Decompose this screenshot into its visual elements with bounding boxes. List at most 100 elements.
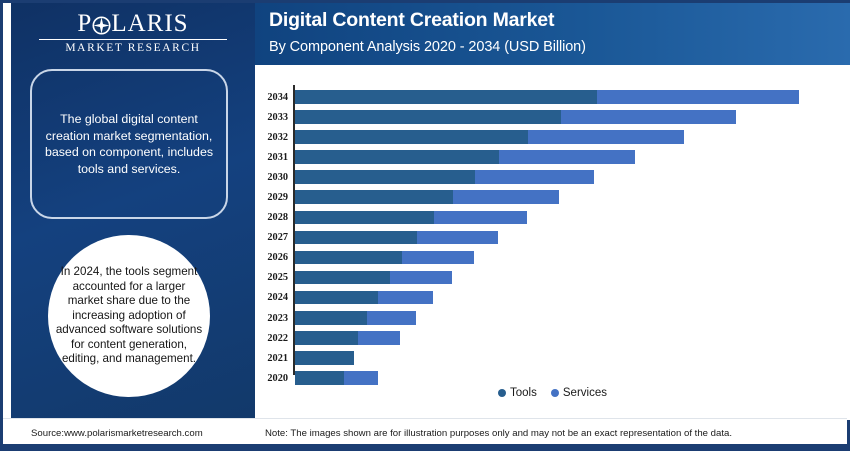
legend-label: Tools (510, 387, 537, 399)
year-label: 2031 (267, 151, 288, 163)
stacked-bar (294, 130, 684, 144)
chart-header: Digital Content Creation Market By Compo… (255, 3, 850, 65)
year-label: 2026 (267, 252, 288, 264)
year-label: 2025 (267, 272, 288, 284)
bar-row: 2026 (255, 248, 850, 268)
stacked-bar (294, 210, 528, 225)
year-label: 2028 (267, 212, 288, 224)
bar-segment-services (377, 290, 433, 305)
bar-row: 2032 (255, 127, 850, 147)
stacked-bar (294, 90, 799, 104)
year-label: 2021 (267, 352, 288, 364)
year-label: 2029 (267, 192, 288, 204)
bar-segment-tools (294, 270, 390, 285)
note-text: Note: The images shown are for illustrat… (265, 428, 732, 439)
stacked-bar (294, 110, 736, 124)
bar-segment-services (366, 311, 417, 325)
stacked-bar (294, 351, 354, 365)
stacked-bar (294, 150, 635, 164)
year-label: 2032 (267, 131, 288, 143)
callout-circle: In 2024, the tools segment accounted for… (48, 235, 210, 397)
stacked-bar (294, 371, 378, 385)
bar-row: 2031 (255, 147, 850, 167)
bar-segment-services (358, 331, 401, 345)
bar-row: 2033 (255, 107, 850, 127)
stacked-bar (294, 331, 401, 345)
bar-segment-services (417, 230, 499, 245)
bar-segment-services (343, 371, 378, 385)
bar-segment-tools (294, 90, 597, 104)
logo-tagline: MARKET RESEARCH (65, 42, 201, 55)
year-label: 2030 (267, 171, 288, 183)
logo-text-p: P (77, 10, 93, 37)
bar-segment-services (528, 130, 684, 144)
legend-label: Services (562, 387, 607, 399)
footer-accent-bar (3, 444, 847, 448)
callout-box-text: The global digital content creation mark… (44, 112, 214, 176)
bar-row: 2024 (255, 288, 850, 308)
year-label: 2024 (267, 292, 288, 304)
bar-segment-tools (294, 190, 454, 204)
bar-segment-services (561, 110, 736, 124)
stacked-bar (294, 311, 417, 325)
bar-segment-tools (294, 210, 435, 225)
year-label: 2023 (267, 312, 288, 324)
compass-star-icon (92, 15, 111, 35)
year-label: 2027 (267, 232, 288, 244)
year-label: 2033 (267, 111, 288, 123)
stacked-bar (294, 190, 559, 204)
logo-wordmark: P LARIS (33, 10, 233, 37)
logo-text-olaris: LARIS (111, 10, 189, 37)
bar-segment-services (596, 90, 799, 104)
bar-row: 2023 (255, 308, 850, 328)
bar-row: 2020 (255, 368, 850, 388)
stacked-bar (294, 170, 594, 184)
bar-rows: 2034 2033 2032 2031 2030 2029 2028 2027 2026 2025… (255, 87, 850, 388)
chart-area: 2034 2033 2032 2031 2030 2029 2028 2027 2026 2025… (255, 65, 850, 420)
bar-segment-tools (294, 110, 562, 124)
legend-item-services[interactable]: Services (550, 387, 607, 399)
callout-rounded-box: The global digital content creation mark… (30, 69, 228, 219)
chart-legend: Tools Services (255, 387, 850, 399)
bar-row: 2027 (255, 228, 850, 248)
bar-segment-tools (294, 290, 378, 305)
bar-segment-services (402, 250, 475, 265)
bar-segment-tools (294, 130, 529, 144)
bar-row: 2029 (255, 187, 850, 207)
year-label: 2020 (267, 372, 288, 384)
bar-row: 2034 (255, 87, 850, 107)
legend-color-dot (550, 389, 559, 397)
page-subtitle: By Component Analysis 2020 - 2034 (USD B… (269, 39, 586, 55)
bar-row: 2028 (255, 208, 850, 228)
bar-segment-services (498, 150, 635, 164)
bar-row: 2030 (255, 167, 850, 187)
stacked-bar (294, 270, 452, 285)
bar-segment-tools (294, 371, 344, 385)
bar-segment-tools (294, 311, 367, 325)
bar-row: 2022 (255, 328, 850, 348)
left-side-panel: P LARIS MARKET RESEARCH The global digit… (3, 3, 255, 448)
logo-divider (39, 39, 227, 41)
bar-segment-tools (294, 351, 354, 365)
bar-segment-tools (294, 150, 499, 164)
stacked-bar (294, 250, 475, 265)
plot-region: 2034 2033 2032 2031 2030 2029 2028 2027 2026 2025… (255, 71, 850, 385)
year-label: 2022 (267, 332, 288, 344)
footer: Source:www.polarismarketresearch.com Not… (3, 418, 847, 448)
bar-segment-services (474, 170, 594, 184)
polaris-logo: P LARIS MARKET RESEARCH (33, 10, 233, 55)
bar-row: 2021 (255, 348, 850, 368)
source-text: Source:www.polarismarketresearch.com (31, 428, 203, 439)
legend-item-tools[interactable]: Tools (498, 387, 537, 399)
callout-circle-text: In 2024, the tools segment accounted for… (55, 264, 203, 366)
bar-segment-services (434, 210, 528, 225)
legend-color-dot (498, 389, 507, 397)
y-axis-line (293, 85, 295, 375)
bar-segment-services (453, 190, 559, 204)
stacked-bar (294, 230, 499, 245)
stacked-bar (294, 290, 433, 305)
bar-segment-tools (294, 230, 417, 245)
bar-segment-services (389, 270, 452, 285)
year-label: 2034 (267, 91, 288, 103)
